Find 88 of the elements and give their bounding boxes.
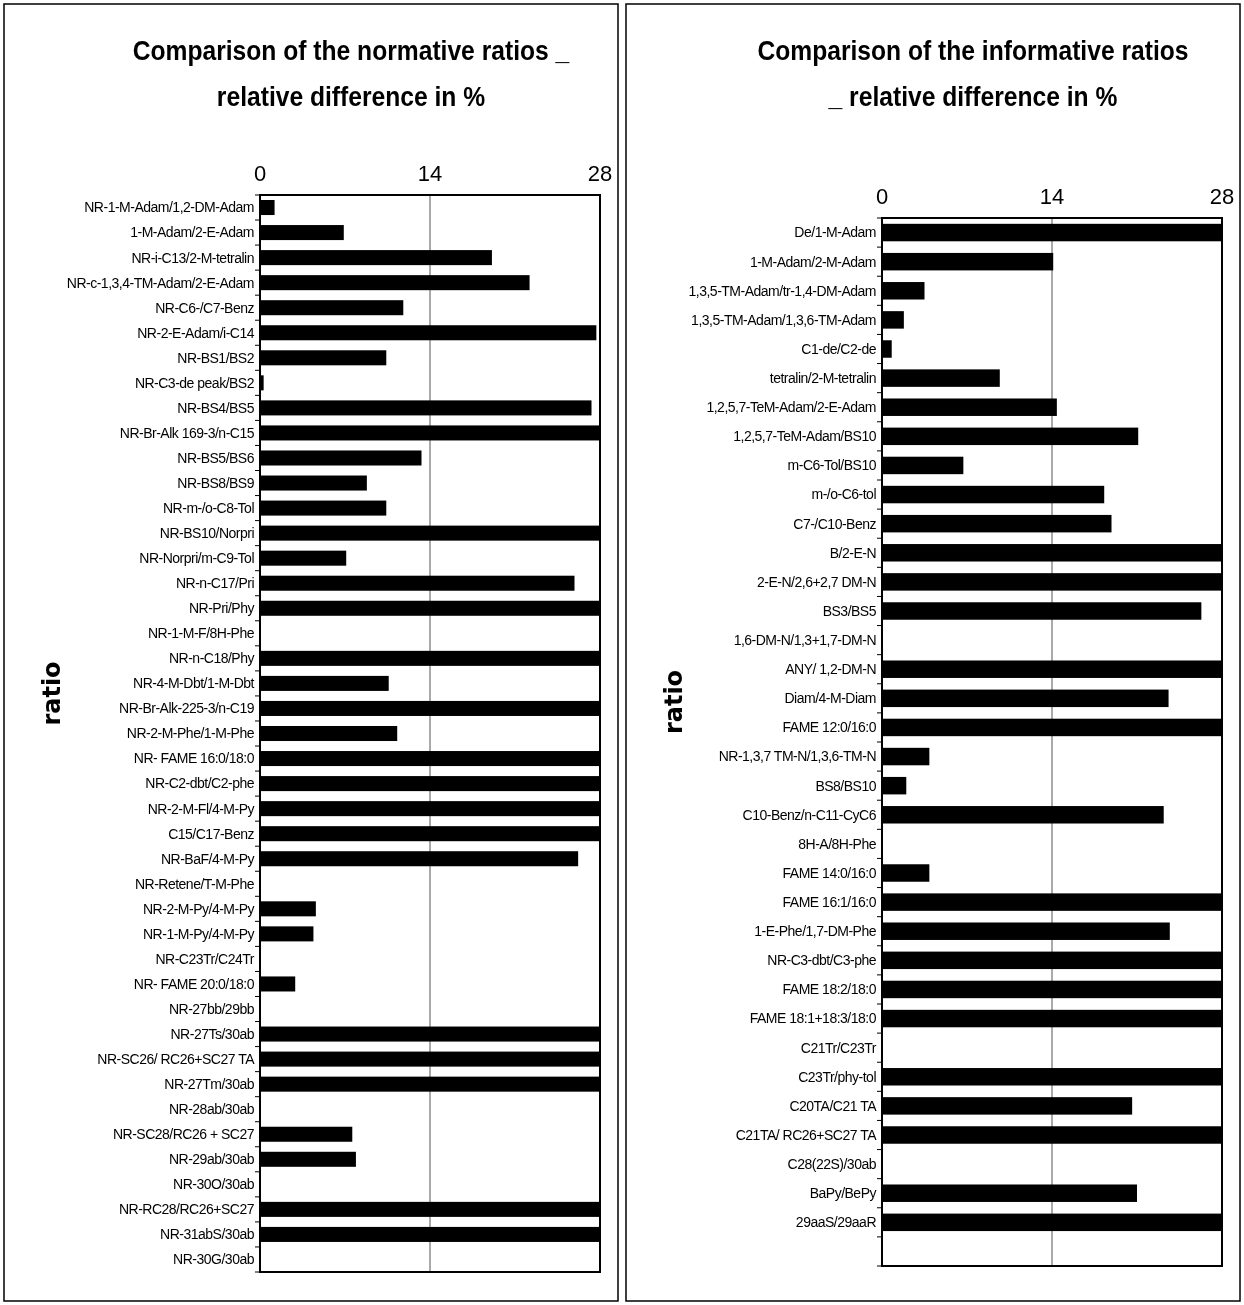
y-tick-label: NR-Pri/Phy bbox=[188, 600, 255, 617]
y-tick-label: NR-28ab/30ab bbox=[168, 1101, 255, 1118]
y-tick-label: NR-30O/30ab bbox=[173, 1176, 255, 1193]
y-axis-title: ratio bbox=[38, 661, 66, 726]
y-tick-label: BaPy/BePy bbox=[809, 1185, 877, 1202]
y-tick-label: NR- FAME 16:0/18:0 bbox=[133, 750, 255, 767]
y-tick-label: C21TA/ RC26+SC27 TA bbox=[735, 1126, 878, 1143]
y-tick-label: NR-29ab/30ab bbox=[168, 1151, 255, 1168]
y-tick-label: NR-27Ts/30ab bbox=[170, 1025, 255, 1042]
y-tick-label: NR-2-E-Adam/i-C14 bbox=[137, 324, 255, 341]
y-tick-label: NR-c-1,3,4-TM-Adam/2-E-Adam bbox=[66, 274, 254, 291]
y-tick-label: 1,2,5,7-TeM-Adam/2-E-Adam bbox=[706, 399, 876, 416]
y-tick-label: 1,2,5,7-TeM-Adam/BS10 bbox=[733, 428, 877, 445]
y-tick-label: NR- FAME 20:0/18:0 bbox=[133, 975, 255, 992]
y-tick-label: BS8/BS10 bbox=[815, 777, 877, 794]
y-tick-label: 1,3,5-TM-Adam/1,3,6-TM-Adam bbox=[691, 311, 876, 328]
y-tick-label: NR-n-C18/Phy bbox=[168, 650, 255, 667]
y-tick-label: NR-2-M-Phe/1-M-Phe bbox=[126, 725, 255, 742]
y-tick-label: tetralin/2-M-tetralin bbox=[769, 370, 876, 387]
y-tick-label: 29aaS/29aaR bbox=[795, 1214, 877, 1231]
y-tick-label: FAME 14:0/16:0 bbox=[782, 864, 877, 881]
y-tick-label: 1,6-DM-N/1,3+1,7-DM-N bbox=[733, 632, 876, 649]
x-tick-label: 0 bbox=[875, 184, 889, 209]
y-tick-label: 1,3,5-TM-Adam/tr-1,4-DM-Adam bbox=[688, 282, 876, 299]
y-tick-label: 1-M-Adam/2-E-Adam bbox=[130, 224, 254, 241]
y-tick-label: NR-RC28/RC26+SC27 bbox=[118, 1201, 255, 1218]
y-tick-label: C20TA/C21 TA bbox=[789, 1097, 878, 1114]
y-tick-label: NR-C23Tr/C24Tr bbox=[155, 950, 255, 967]
y-tick-label: FAME 18:2/18:0 bbox=[782, 981, 877, 998]
y-tick-label: NR-1-M-Adam/1,2-DM-Adam bbox=[84, 199, 254, 216]
y-tick-label: m-/o-C6-tol bbox=[811, 486, 877, 503]
y-tick-label: NR-SC28/RC26 + SC27 bbox=[112, 1126, 255, 1143]
y-tick-label: B/2-E-N bbox=[829, 544, 876, 561]
y-tick-label: FAME 16:1/16:0 bbox=[782, 894, 877, 911]
y-tick-label: NR-2-M-Py/4-M-Py bbox=[143, 900, 255, 917]
y-tick-label: C10-Benz/n-C11-CyC6 bbox=[742, 806, 877, 823]
y-tick-label: NR-Br-Alk-225-3/n-C19 bbox=[119, 700, 255, 717]
y-tick-label: NR-C2-dbt/C2-phe bbox=[145, 775, 255, 792]
y-axis-title: ratio bbox=[660, 669, 688, 735]
y-tick-label: NR-C3-de peak/BS2 bbox=[134, 374, 255, 391]
y-tick-label: m-C6-Tol/BS10 bbox=[787, 457, 877, 474]
y-tick-label: NR-BS8/BS9 bbox=[177, 474, 255, 491]
y-tick-label: 8H-A/8H-Phe bbox=[798, 835, 877, 852]
y-tick-label: NR-4-M-Dbt/1-M-Dbt bbox=[133, 675, 255, 692]
y-tick-label: NR-27Tm/30ab bbox=[164, 1076, 255, 1093]
y-tick-label: ANY/ 1,2-DM-N bbox=[785, 661, 876, 678]
y-tick-label: FAME 12:0/16:0 bbox=[782, 719, 877, 736]
y-tick-label: C28(22S)/30ab bbox=[787, 1156, 877, 1173]
chart-title: Comparison of the informative ratios _ relative difference in % bbox=[757, 34, 1189, 113]
y-tick-label: NR-1-M-F/8H-Phe bbox=[147, 625, 255, 642]
x-tick-label: 28 bbox=[1209, 184, 1235, 209]
y-tick-label: NR-C6-/C7-Benz bbox=[155, 299, 255, 316]
y-tick-label: BS3/BS5 bbox=[822, 602, 877, 619]
y-tick-label: NR-Norpri/m-C9-Tol bbox=[139, 550, 255, 567]
y-tick-label: NR-27bb/29bb bbox=[168, 1000, 255, 1017]
y-tick-label: NR-SC26/ RC26+SC27 TA bbox=[97, 1051, 256, 1067]
x-tick-label: 0 bbox=[253, 161, 267, 186]
y-tick-label: NR-BS1/BS2 bbox=[177, 349, 255, 366]
y-tick-label: NR-Br-Alk 169-3/n-C15 bbox=[119, 424, 255, 441]
y-tick-label: FAME 18:1+18:3/18:0 bbox=[749, 1010, 877, 1027]
y-tick-label: NR-n-C17/Pri bbox=[175, 575, 255, 592]
y-tick-label: C1-de/C2-de bbox=[801, 340, 877, 357]
y-tick-label: NR-BaF/4-M-Py bbox=[160, 850, 255, 867]
y-tick-label: NR-Retene/T-M-Phe bbox=[134, 875, 255, 892]
y-tick-label: NR-C3-dbt/C3-phe bbox=[767, 952, 877, 969]
chart-title: Comparison of the normative ratios _ relative difference in % bbox=[132, 34, 570, 113]
y-tick-label: NR-1-M-Py/4-M-Py bbox=[143, 925, 255, 942]
y-tick-label: NR-1,3,7 TM-N/1,3,6-TM-N bbox=[718, 748, 876, 765]
y-tick-label: C23Tr/phy-tol bbox=[798, 1068, 877, 1085]
y-tick-label: NR-i-C13/2-M-tetralin bbox=[131, 249, 254, 266]
x-tick-label: 14 bbox=[417, 161, 443, 186]
y-tick-label: C15/C17-Benz bbox=[168, 825, 255, 842]
y-tick-label: C21Tr/C23Tr bbox=[800, 1039, 877, 1056]
y-tick-label: C7-/C10-Benz bbox=[793, 515, 877, 532]
y-tick-label: 1-E-Phe/1,7-DM-Phe bbox=[754, 923, 877, 940]
y-tick-label: NR-BS4/BS5 bbox=[177, 399, 255, 416]
y-tick-label: NR-30G/30ab bbox=[173, 1251, 255, 1268]
y-tick-label: Diam/4-M-Diam bbox=[784, 690, 876, 707]
y-tick-label: NR-31abS/30ab bbox=[160, 1226, 255, 1243]
y-tick-label: 2-E-N/2,6+2,7 DM-N bbox=[757, 573, 876, 590]
y-tick-label: De/1-M-Adam bbox=[794, 224, 876, 241]
y-tick-label: NR-BS10/Norpri bbox=[159, 525, 255, 542]
y-tick-label: NR-2-M-Fl/4-M-Py bbox=[147, 800, 255, 817]
y-tick-label: 1-M-Adam/2-M-Adam bbox=[749, 253, 876, 270]
x-tick-label: 14 bbox=[1039, 184, 1065, 209]
y-tick-label: NR-BS5/BS6 bbox=[177, 449, 255, 466]
y-tick-label: NR-m-/o-C8-Tol bbox=[163, 499, 255, 516]
x-tick-label: 28 bbox=[587, 161, 613, 186]
